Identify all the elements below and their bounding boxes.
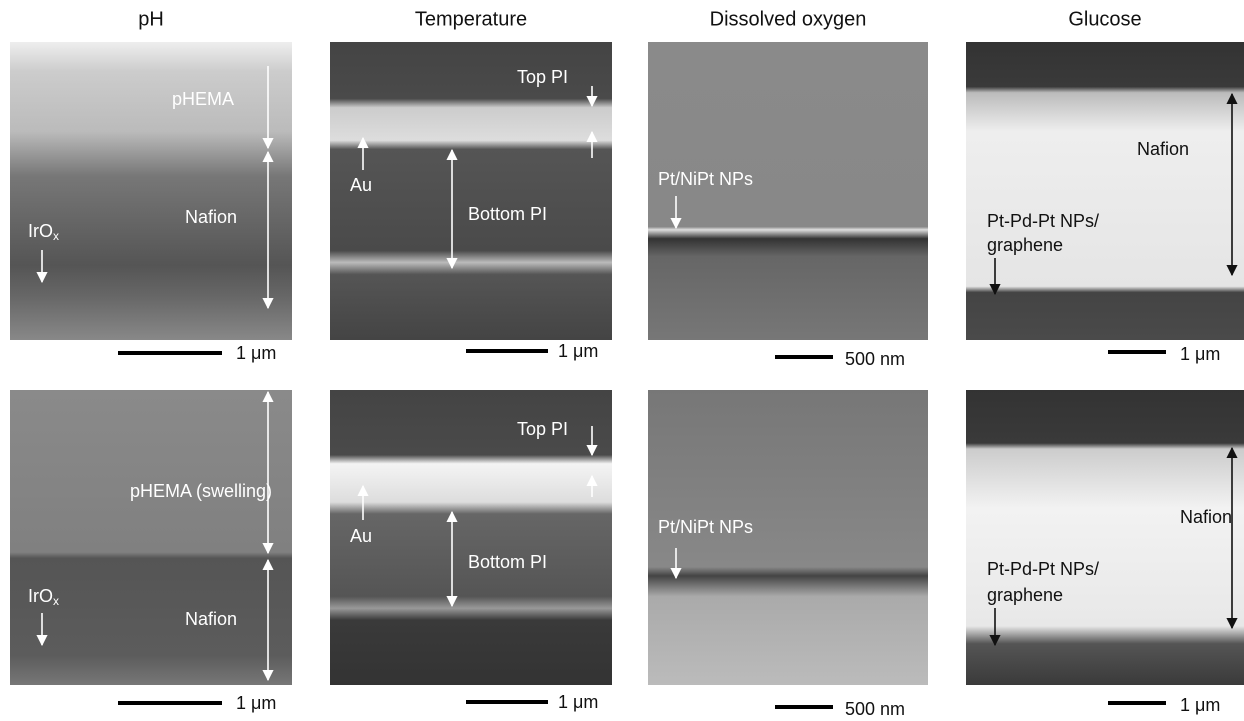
sem-image [10, 42, 292, 340]
label: Nafion [185, 609, 237, 629]
label: Nafion [185, 207, 237, 227]
figure: pH Temperature Dissolved oxygen Glucose … [0, 0, 1244, 721]
label: pHEMA [172, 89, 234, 109]
label-subscript: x [53, 229, 59, 243]
scale-label: 1 μm [1180, 695, 1220, 715]
label: Pt/NiPt NPs [658, 517, 753, 537]
sem-image [966, 42, 1244, 340]
label: graphene [987, 235, 1063, 255]
sem-image [966, 390, 1244, 685]
column-title: pH [138, 8, 164, 30]
label: Top PI [517, 67, 568, 87]
label-subscript: x [53, 594, 59, 608]
label: Bottom PI [468, 552, 547, 572]
sem-image [330, 390, 612, 685]
label: Pt-Pd-Pt NPs/ [987, 211, 1099, 231]
sem-image [648, 390, 928, 685]
label: Nafion [1137, 139, 1189, 159]
label: Au [350, 526, 372, 546]
column-title: Glucose [1068, 8, 1141, 30]
label-text: IrO [28, 221, 53, 241]
label: Bottom PI [468, 204, 547, 224]
label: Nafion [1180, 507, 1232, 527]
sem-image [330, 42, 612, 340]
scale-label: 1 μm [236, 693, 276, 713]
label: Au [350, 175, 372, 195]
label-text: IrO [28, 586, 53, 606]
column-title: Dissolved oxygen [710, 8, 867, 30]
label: Pt/NiPt NPs [658, 169, 753, 189]
scale-label: 1 μm [558, 341, 598, 361]
page: {"columns":[ {"title":"pH","panels":[{"l… [0, 0, 1244, 721]
sem-image [10, 390, 292, 685]
scale-label: 500 nm [845, 349, 905, 369]
label: Pt-Pd-Pt NPs/ [987, 559, 1099, 579]
label: Top PI [517, 419, 568, 439]
scale-label: 500 nm [845, 699, 905, 719]
label: graphene [987, 585, 1063, 605]
label: pHEMA (swelling) [130, 481, 272, 501]
scale-label: 1 μm [236, 343, 276, 363]
sem-image [648, 42, 928, 340]
scale-label: 1 μm [558, 692, 598, 712]
scale-label: 1 μm [1180, 344, 1220, 364]
column-title: Temperature [415, 8, 527, 30]
